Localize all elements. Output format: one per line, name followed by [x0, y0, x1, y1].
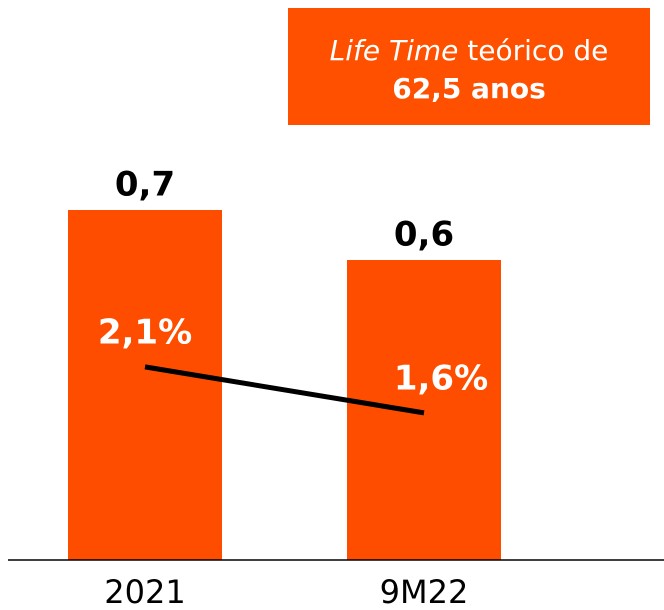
line-value-label: 1,6% — [394, 358, 488, 398]
annotation-italic: Life Time — [330, 34, 459, 67]
bar-value-label: 0,6 — [394, 215, 454, 255]
annotation-line: Life Time teórico de — [330, 34, 609, 67]
bar-value-label: 0,7 — [115, 165, 175, 205]
line-value-label: 2,1% — [98, 312, 192, 352]
annotation-box — [288, 8, 650, 125]
line — [144, 364, 425, 416]
x-tick-label: 9M22 — [380, 573, 469, 610]
bar — [347, 260, 501, 560]
annotation-text: teórico de — [467, 34, 608, 67]
x-tick-label: 2021 — [104, 573, 185, 610]
bar — [68, 210, 222, 560]
annotation-bold: 62,5 anos — [392, 72, 546, 105]
